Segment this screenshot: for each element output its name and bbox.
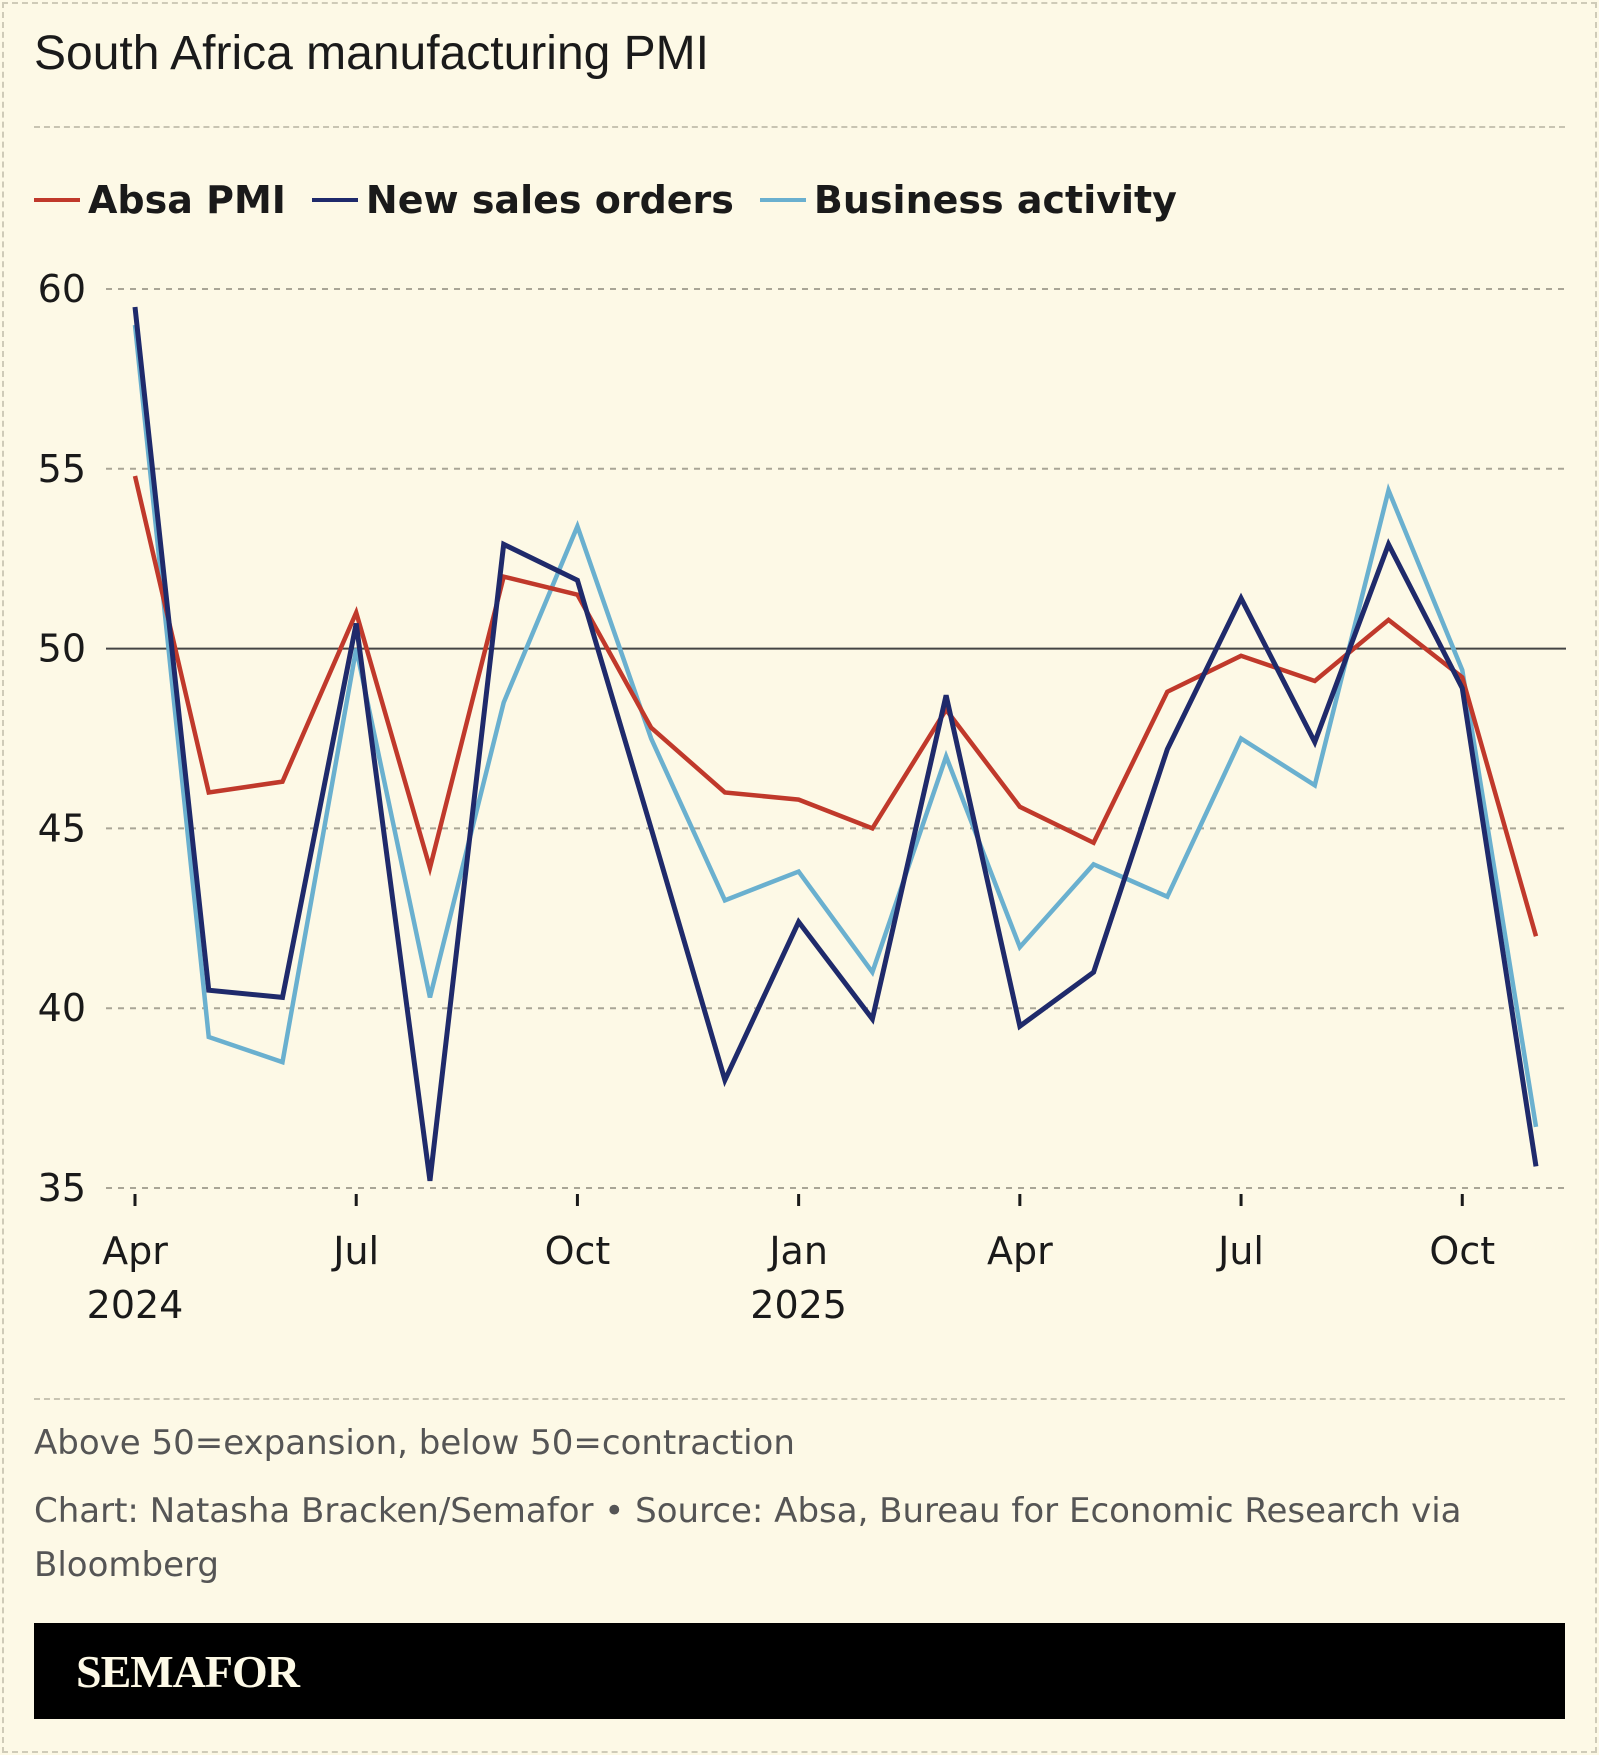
- semafor-logo: SEMAFOR: [76, 1646, 300, 1697]
- legend-item-business-activity: Business activity: [759, 178, 1177, 222]
- chart-note: Above 50=expansion, below 50=contraction: [34, 1423, 795, 1463]
- y-tick-label: 40: [38, 986, 86, 1030]
- brand-bar: SEMAFOR: [34, 1623, 1565, 1719]
- x-tick-label: Jul: [331, 1229, 379, 1273]
- legend-swatch: [311, 198, 358, 202]
- chart-credit: Chart: Natasha Bracken/Semafor • Source:…: [34, 1491, 1462, 1585]
- line-chart: 35 40 45 50 55 60 Apr 2024 Jul Oct Jan 2025 Apr Jul Oc…: [38, 267, 1566, 1327]
- x-tick-year-label: 2025: [750, 1283, 847, 1327]
- x-tick-year-label: 2024: [87, 1283, 184, 1327]
- x-tick-label: Apr: [102, 1229, 168, 1273]
- series-line-business-activity: [132, 324, 1539, 1128]
- legend-swatch: [34, 198, 80, 202]
- x-tick-label: Jul: [1216, 1229, 1264, 1273]
- divider: [34, 1398, 1565, 1400]
- legend: Absa PMI New sales orders Business activ…: [34, 178, 1177, 222]
- x-tick-label: Oct: [545, 1229, 611, 1273]
- legend-label: Absa PMI: [88, 178, 286, 222]
- y-tick-label: 35: [38, 1166, 86, 1210]
- x-tick-label: Apr: [987, 1229, 1053, 1273]
- legend-label: Business activity: [813, 178, 1177, 222]
- series-line-new-sales-orders: [132, 306, 1539, 1182]
- legend-swatch: [759, 198, 806, 202]
- legend-item-new-sales-orders: New sales orders: [311, 178, 734, 222]
- y-tick-label: 55: [38, 447, 86, 491]
- x-tick-label: Jan: [767, 1229, 828, 1273]
- divider: [34, 126, 1565, 128]
- y-tick-label: 50: [38, 627, 86, 671]
- series-line-absa-pmi: [132, 475, 1539, 937]
- legend-item-absa-pmi: Absa PMI: [34, 178, 286, 222]
- y-tick-label: 45: [38, 806, 86, 850]
- chart-title: South Africa manufacturing PMI: [34, 27, 709, 80]
- legend-label: New sales orders: [365, 178, 734, 222]
- x-tick-label: Oct: [1429, 1229, 1495, 1273]
- y-tick-label: 60: [38, 267, 86, 311]
